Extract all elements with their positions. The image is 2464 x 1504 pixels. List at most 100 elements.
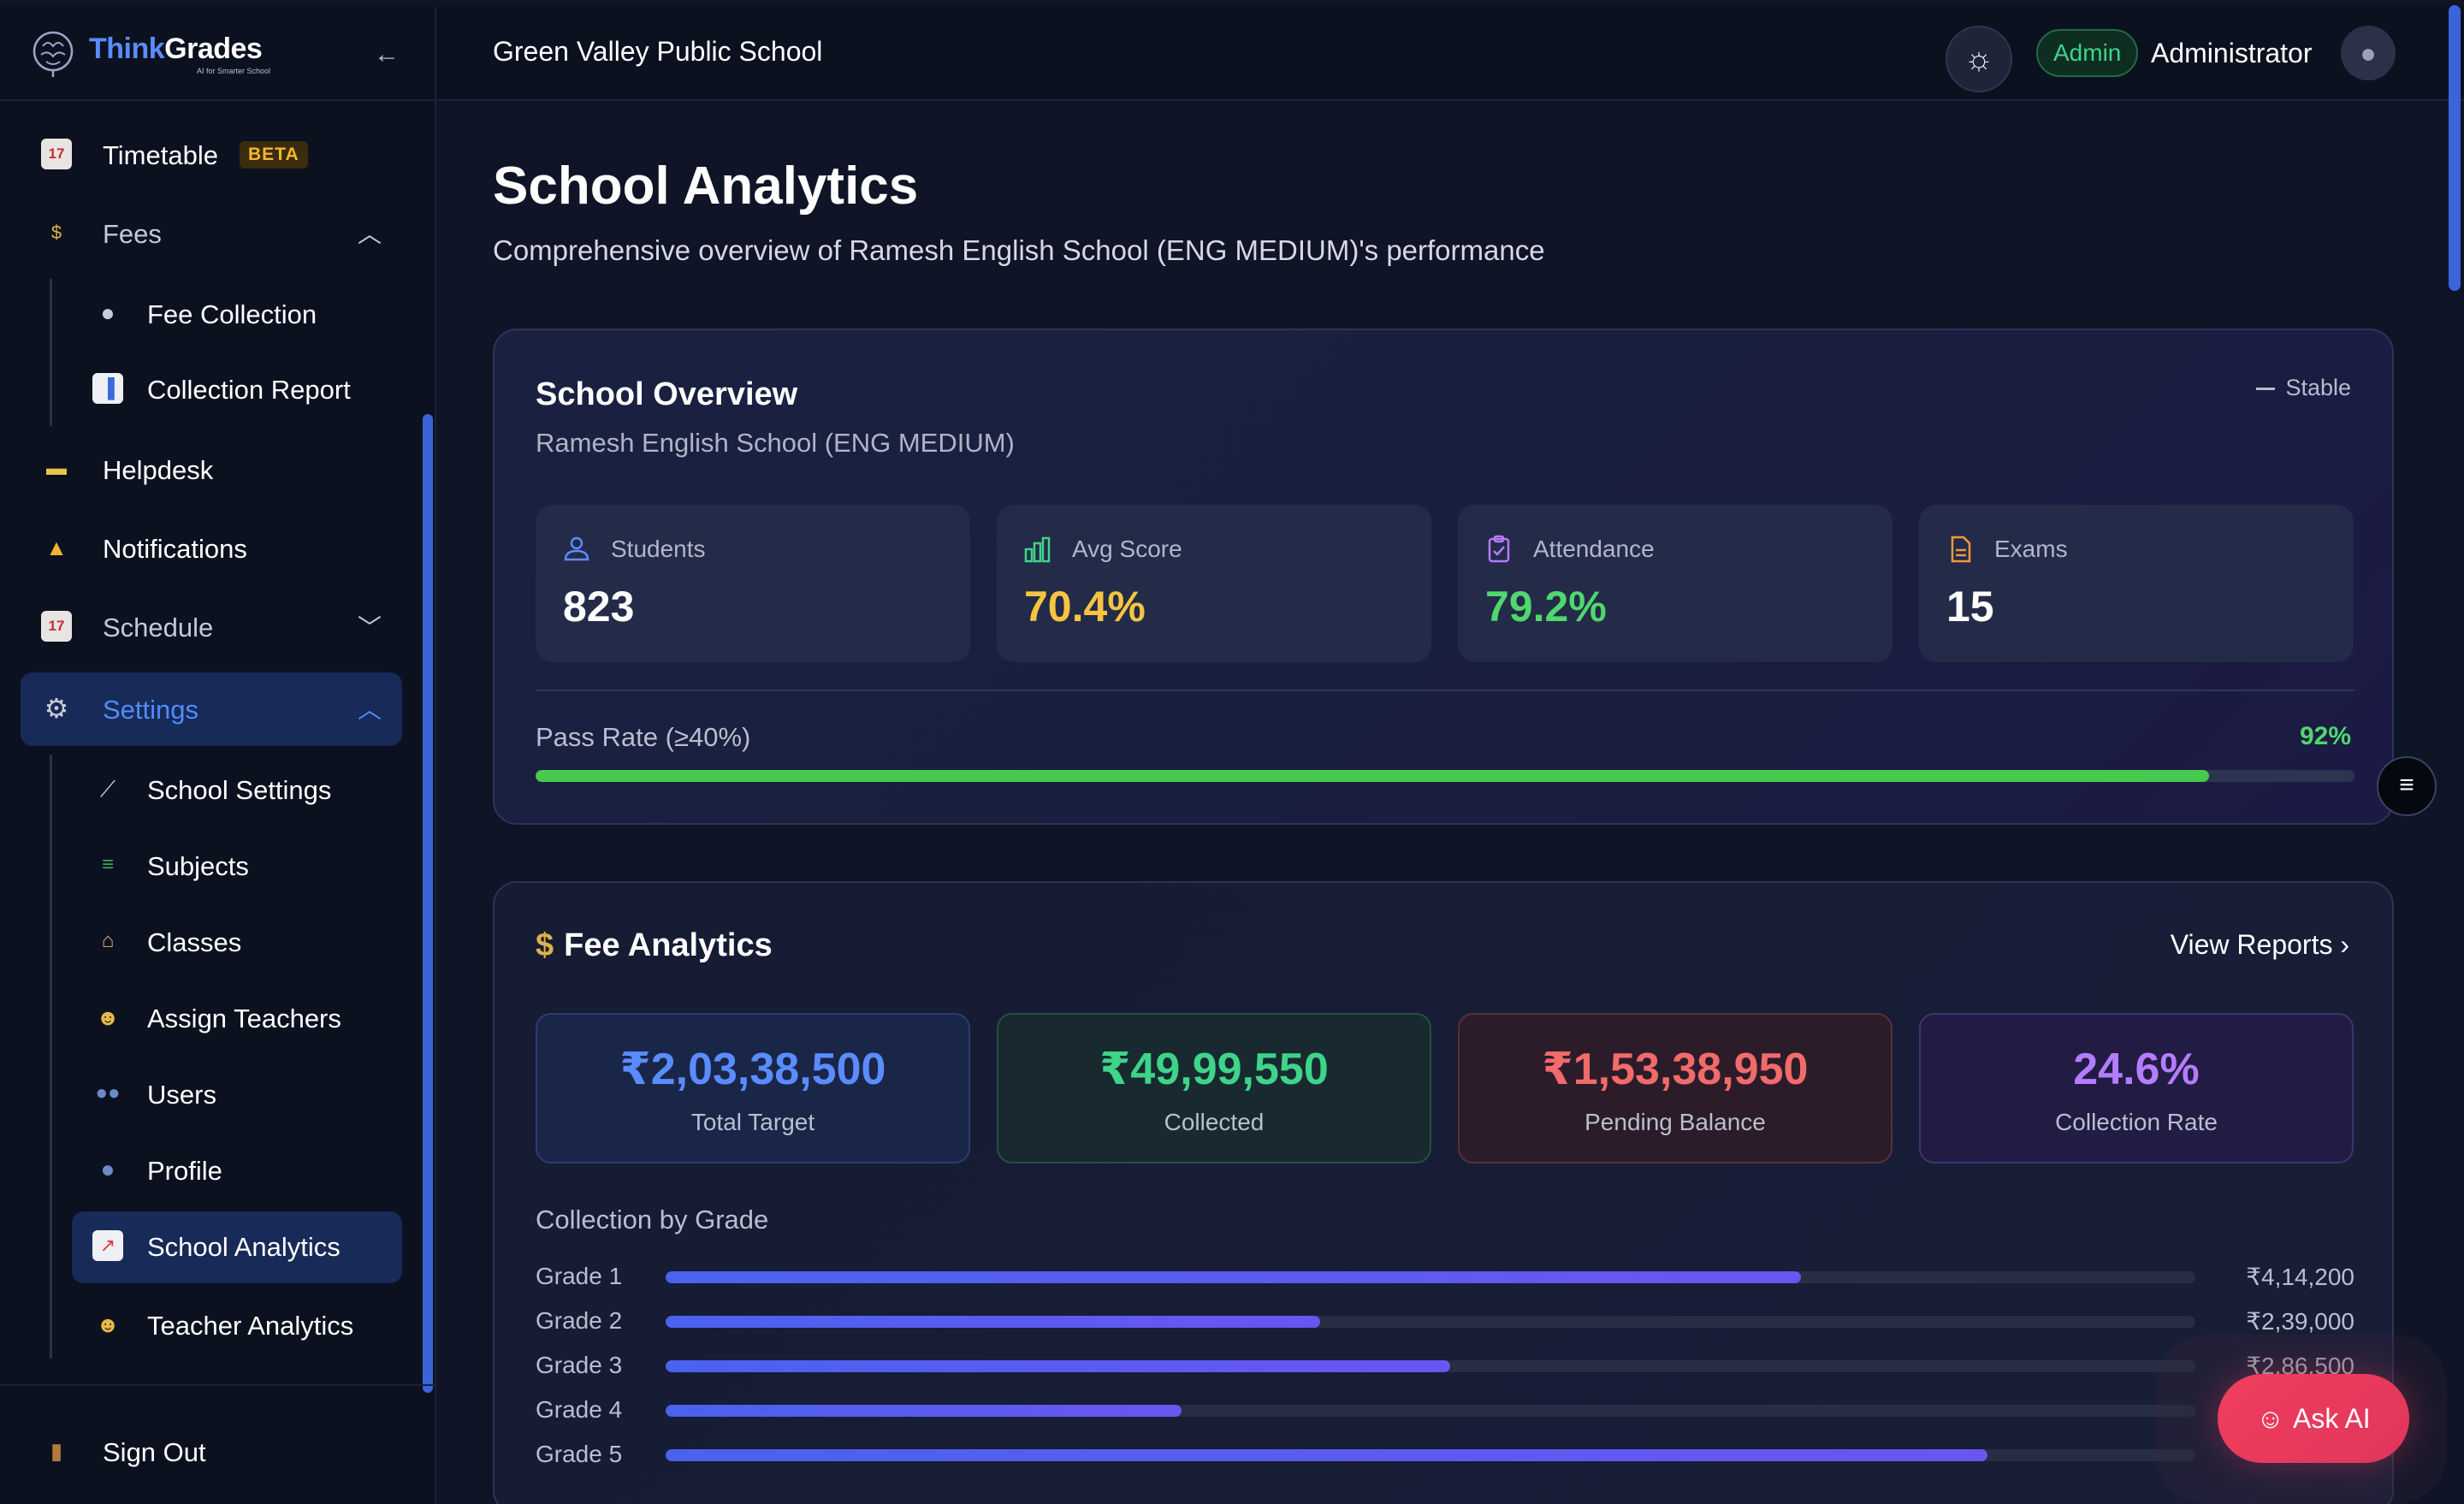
sidebar-item-label: School Settings bbox=[147, 775, 332, 805]
fee-stat-label: Collection Rate bbox=[2055, 1109, 2218, 1135]
grade-value: ₹2,39,000 bbox=[2246, 1308, 2354, 1335]
sidebar-item-settings[interactable]: ⚙ Settings ︿ bbox=[21, 672, 402, 746]
grade-label: Grade 1 bbox=[536, 1263, 623, 1289]
sidebar-item-teacher-analytics[interactable]: ☻ Teacher Analytics bbox=[72, 1290, 402, 1359]
top-bar: Green Valley Public School ☼ Admin Admin… bbox=[436, 7, 2464, 101]
calendar-icon: 17 bbox=[41, 139, 72, 169]
grade-bar-track bbox=[666, 1449, 2195, 1461]
sidebar-item-label: Subjects bbox=[147, 851, 249, 881]
grade-label: Grade 3 bbox=[536, 1352, 623, 1378]
avatar-icon[interactable]: ● bbox=[2341, 26, 2396, 80]
sidebar-item-label: School Analytics bbox=[147, 1232, 341, 1262]
person-icon: ● bbox=[100, 1156, 116, 1182]
fee-stat-value: ₹1,53,38,950 bbox=[1542, 1045, 1809, 1094]
grade-bar-fill bbox=[666, 1316, 1321, 1328]
page-title: School Analytics bbox=[493, 157, 919, 216]
sidebar-item-helpdesk[interactable]: ▬ Helpdesk bbox=[21, 436, 402, 501]
coin-icon: ● bbox=[100, 299, 116, 326]
stat-label: Students bbox=[611, 536, 706, 562]
grade-row: Grade 4 bbox=[536, 1393, 2354, 1427]
sign-out-button[interactable]: ▮ Sign Out bbox=[21, 1418, 402, 1483]
beta-badge: BETA bbox=[240, 141, 308, 169]
fee-stat-collection-rate: 24.6% Collection Rate bbox=[1919, 1013, 2354, 1164]
grade-row: Grade 3 ₹2,86,500 bbox=[536, 1348, 2354, 1383]
grade-bar-track bbox=[666, 1405, 2195, 1417]
stat-card-attendance: Attendance 79.2% bbox=[1458, 505, 1892, 662]
grade-bar-fill bbox=[666, 1405, 1182, 1417]
money-bag-icon: $ bbox=[50, 222, 62, 243]
stat-card-exams: Exams 15 bbox=[1919, 505, 2354, 662]
stat-card-avg-score: Avg Score 70.4% bbox=[997, 505, 1431, 662]
sidebar-scrollbar[interactable] bbox=[423, 414, 433, 1393]
sidebar-item-label: Classes bbox=[147, 927, 242, 957]
grade-bar-fill bbox=[666, 1449, 1987, 1461]
brand[interactable]: ThinkGrades AI for Smarter School bbox=[27, 24, 387, 84]
grade-row: Grade 1 ₹4,14,200 bbox=[536, 1259, 2354, 1294]
sidebar-item-fees[interactable]: $ Fees ︿ bbox=[21, 200, 402, 265]
sidebar-item-label: Helpdesk bbox=[103, 455, 214, 485]
view-reports-label: View Reports bbox=[2170, 929, 2333, 960]
sidebar-item-fee-collection[interactable]: ● Fee Collection bbox=[72, 279, 402, 347]
card-subtitle: Ramesh English School (ENG MEDIUM) bbox=[536, 428, 1015, 458]
sidebar-item-school-analytics[interactable]: ↗ School Analytics bbox=[72, 1211, 402, 1283]
stat-card-students: Students 823 bbox=[536, 505, 970, 662]
sidebar-item-users[interactable]: ●● Users bbox=[72, 1059, 402, 1128]
sidebar-item-profile[interactable]: ● Profile bbox=[72, 1135, 402, 1204]
sidebar-item-notifications[interactable]: ▲ Notifications bbox=[21, 515, 402, 580]
fee-stat-collected: ₹49,99,550 Collected bbox=[997, 1013, 1431, 1164]
stat-label: Attendance bbox=[1533, 536, 1655, 562]
sidebar-item-label: Schedule bbox=[103, 613, 214, 642]
fee-stat-value: ₹49,99,550 bbox=[1099, 1045, 1329, 1094]
collection-by-grade-title: Collection by Grade bbox=[536, 1205, 769, 1235]
stat-value: 15 bbox=[1946, 583, 1994, 631]
theme-toggle-sun-icon[interactable]: ☼ bbox=[1946, 26, 2012, 92]
sidebar-item-label: Assign Teachers bbox=[147, 1004, 341, 1033]
pass-rate-value: 92% bbox=[2299, 722, 2351, 750]
sidebar-item-assign-teachers[interactable]: ☻ Assign Teachers bbox=[72, 983, 402, 1051]
fee-stat-label: Total Target bbox=[690, 1109, 815, 1135]
sidebar-item-classes[interactable]: ⌂ Classes bbox=[72, 907, 402, 975]
stat-value: 823 bbox=[563, 583, 635, 631]
status-indicator: Stable bbox=[2256, 375, 2351, 401]
books-icon: ≡ bbox=[101, 853, 114, 876]
ask-ai-label: Ask AI bbox=[2292, 1403, 2371, 1434]
document-icon bbox=[1951, 536, 1971, 563]
pass-rate-bar bbox=[536, 770, 2354, 782]
grade-bar-fill bbox=[666, 1271, 1801, 1283]
bar-chart-icon bbox=[1024, 536, 1051, 563]
robot-icon: ☺ bbox=[2256, 1403, 2284, 1434]
sidebar-item-school-settings[interactable]: ⟋ School Settings bbox=[72, 755, 402, 823]
tree-line bbox=[50, 755, 52, 1359]
sign-out-label: Sign Out bbox=[103, 1437, 206, 1467]
collapse-sidebar-arrow-icon[interactable]: ← bbox=[374, 40, 400, 68]
sidebar-item-subjects[interactable]: ≡ Subjects bbox=[72, 831, 402, 899]
stat-label: Avg Score bbox=[1072, 536, 1182, 562]
grade-row: Grade 2 ₹2,39,000 bbox=[536, 1304, 2354, 1338]
grade-row: Grade 5 bbox=[536, 1437, 2354, 1471]
sidebar-item-label: Timetable bbox=[103, 140, 218, 170]
sidebar-item-schedule[interactable]: 17 Schedule ﹀ bbox=[21, 594, 402, 659]
fee-stat-label: Collected bbox=[1164, 1109, 1265, 1135]
sidebar-item-label: Fee Collection bbox=[147, 299, 317, 329]
ticket-icon: ▬ bbox=[46, 457, 67, 480]
fee-stat-label: Pending Balance bbox=[1584, 1109, 1766, 1135]
sidebar-item-timetable[interactable]: 17 Timetable BETA bbox=[21, 121, 402, 187]
user-name: Administrator bbox=[2151, 38, 2313, 68]
page-scrollbar[interactable] bbox=[2449, 5, 2461, 291]
sidebar-item-label: Users bbox=[147, 1080, 216, 1110]
stat-value: 70.4% bbox=[1024, 583, 1146, 631]
school-overview-card: School Overview Ramesh English School (E… bbox=[493, 329, 2394, 825]
sidebar-item-label: Settings bbox=[103, 695, 199, 725]
view-reports-link[interactable]: View Reports › bbox=[2171, 929, 2349, 961]
sidebar-item-collection-report[interactable]: ▐ Collection Report bbox=[72, 354, 402, 423]
brain-logo-icon bbox=[33, 31, 74, 77]
sidebar-item-label: Notifications bbox=[103, 534, 247, 564]
school-name: Green Valley Public School bbox=[493, 36, 823, 67]
fee-stat-pending-balance: ₹1,53,38,950 Pending Balance bbox=[1458, 1013, 1892, 1164]
grade-label: Grade 5 bbox=[536, 1441, 623, 1467]
ask-ai-button[interactable]: ☺ Ask AI bbox=[2218, 1374, 2409, 1463]
divider bbox=[0, 1384, 436, 1386]
filter-list-icon[interactable]: ≡ bbox=[2377, 756, 2437, 816]
calendar-icon: 17 bbox=[41, 611, 72, 642]
role-badge: Admin bbox=[2036, 29, 2139, 77]
